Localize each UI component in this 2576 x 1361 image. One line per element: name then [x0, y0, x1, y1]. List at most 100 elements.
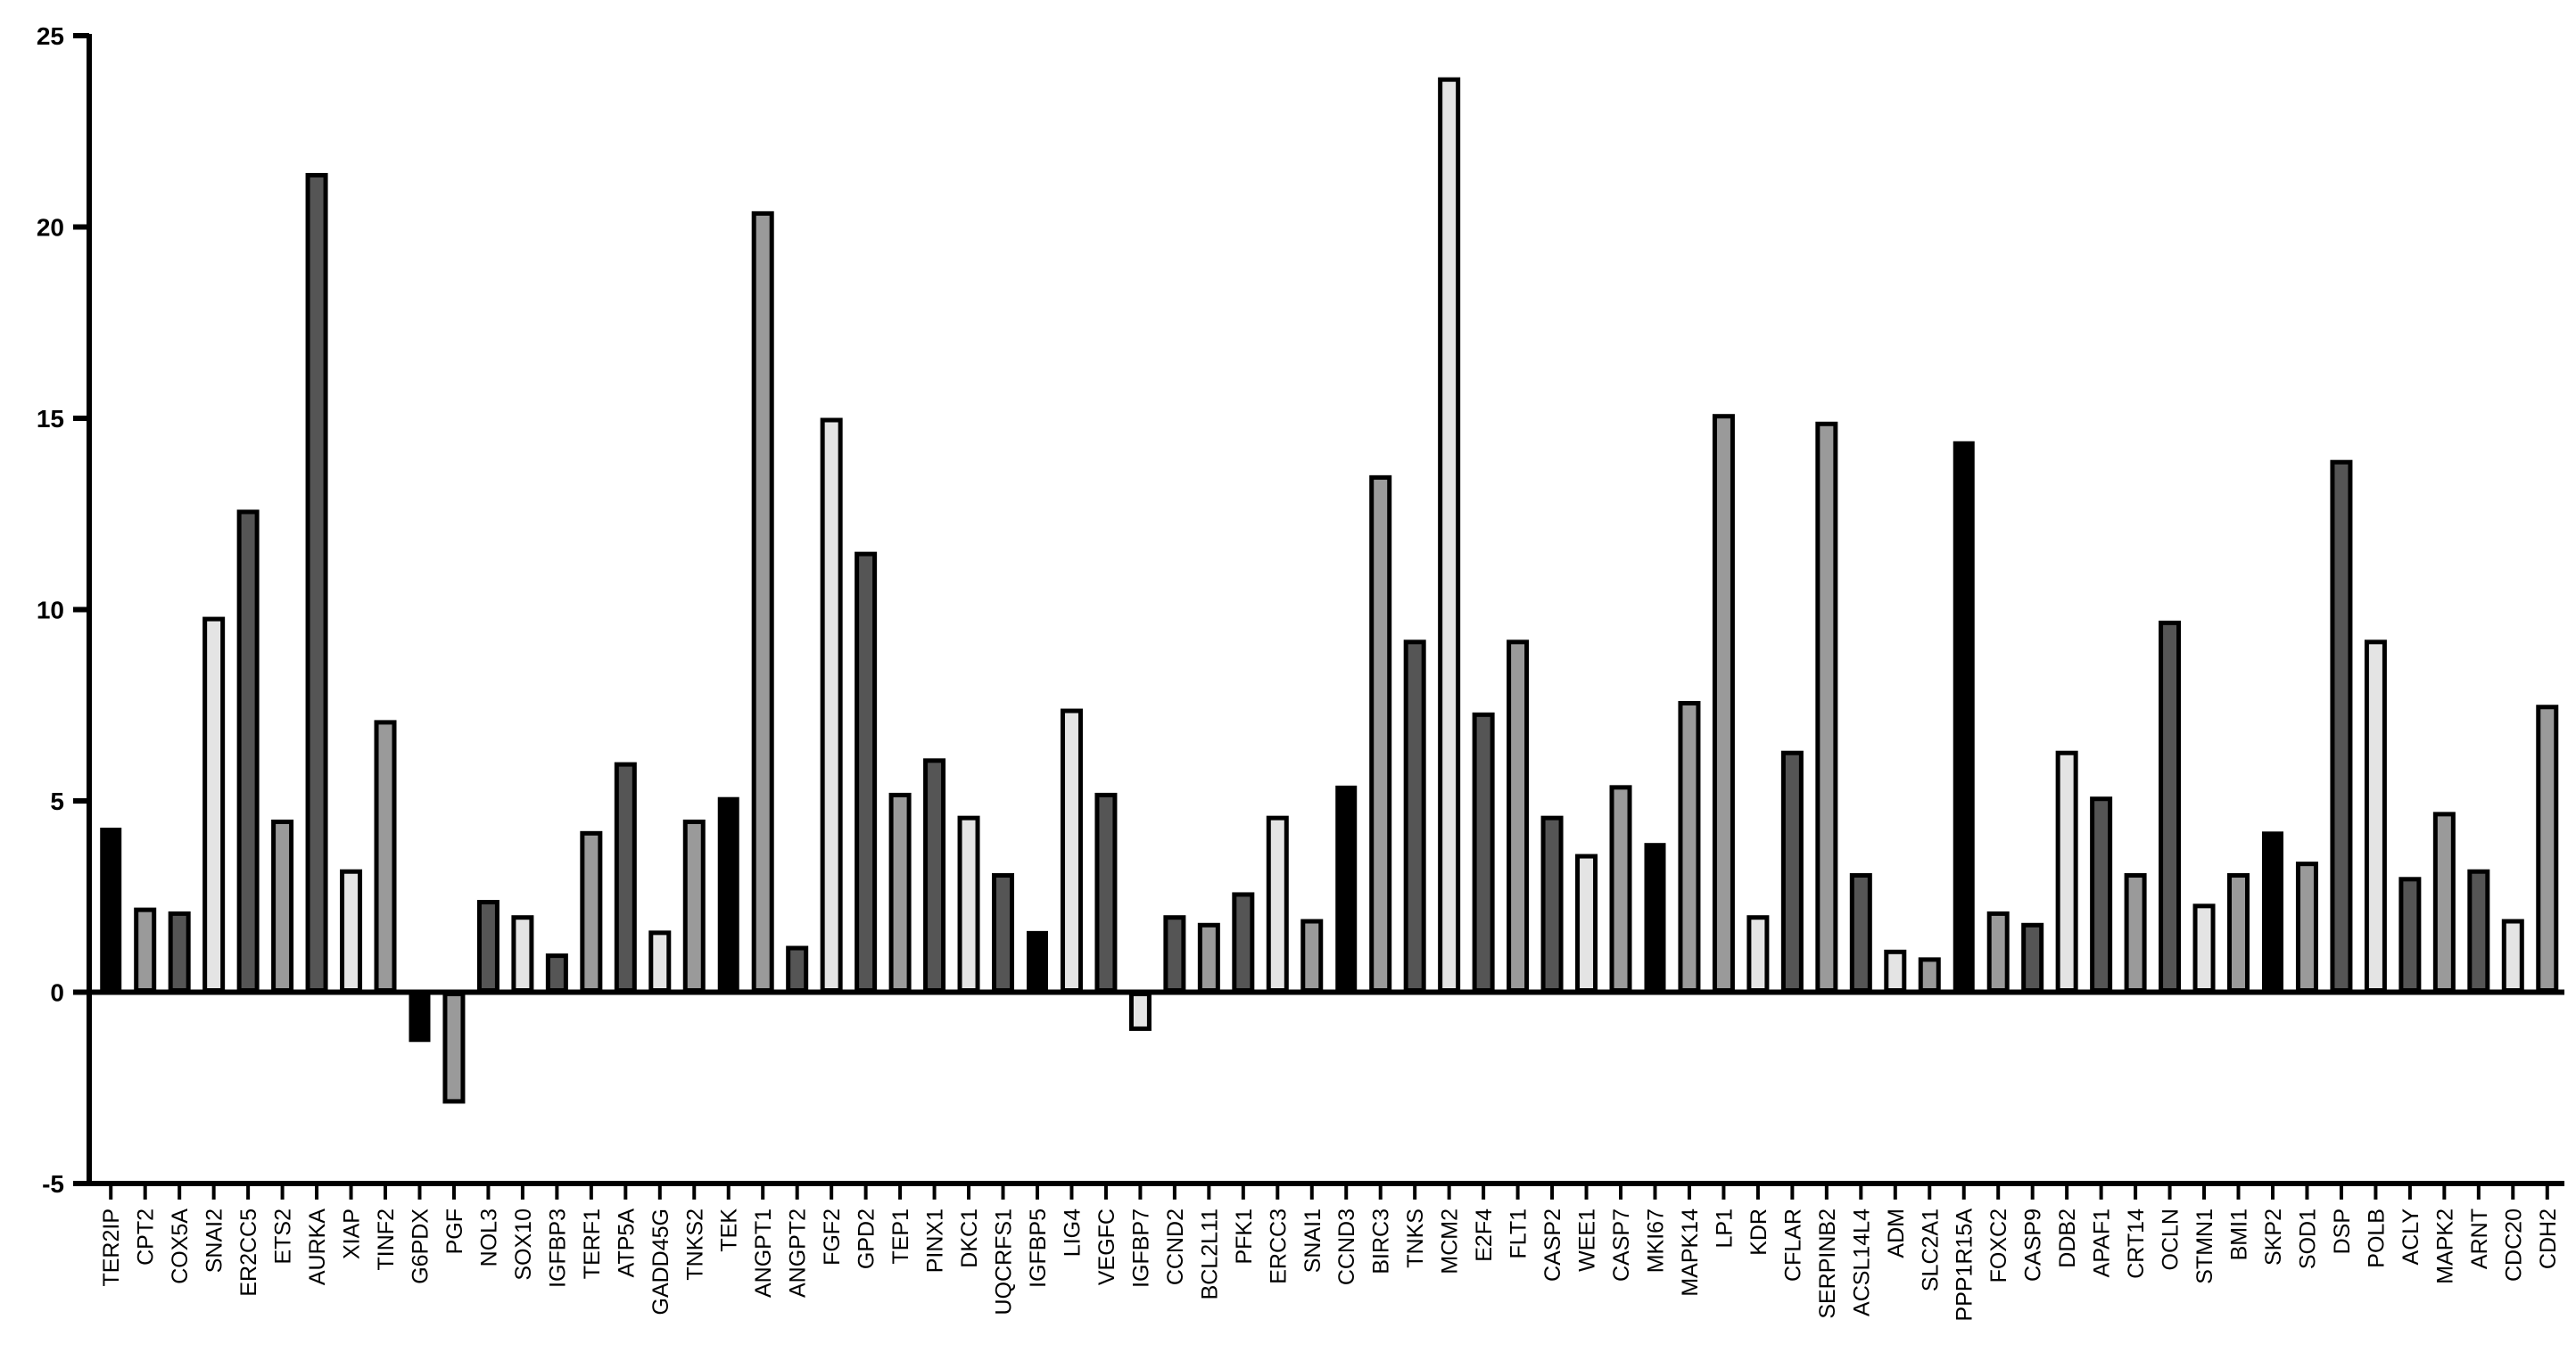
bar	[1026, 930, 1048, 993]
bar	[236, 509, 260, 993]
x-category-label: TNKS	[1403, 1208, 1428, 1268]
bar	[1780, 750, 1804, 993]
x-category-label: SOD1	[2295, 1208, 2320, 1269]
x-category-label: IGFBP7	[1128, 1208, 1153, 1288]
x-category-label: MAPK14	[1678, 1208, 1703, 1297]
x-category-label: APAF1	[2090, 1208, 2115, 1277]
y-tick-label: 15	[37, 405, 64, 433]
x-category-label: ERCC3	[1266, 1208, 1291, 1284]
x-category-label: CPT2	[134, 1208, 159, 1266]
x-category-label: TINF2	[374, 1208, 399, 1270]
x-category-label: SNAI1	[1300, 1208, 1325, 1273]
bar	[2330, 459, 2353, 993]
bar	[2364, 639, 2387, 993]
bar	[442, 992, 466, 1104]
x-category-label: FGF2	[820, 1208, 845, 1266]
x-category-label: TERF1	[580, 1208, 605, 1279]
bar	[992, 873, 1015, 994]
y-axis: -5 0 5 10 15 20 25	[37, 22, 92, 1198]
x-category-label: WEE1	[1575, 1208, 1600, 1272]
bar	[751, 210, 774, 993]
bar	[1746, 915, 1770, 993]
bar	[134, 907, 157, 993]
x-category-label: CRT14	[2124, 1208, 2149, 1279]
x-category-label: CFLAR	[1780, 1208, 1805, 1282]
y-tick-label: -5	[42, 1170, 64, 1198]
x-category-label: SLC2A1	[1918, 1208, 1943, 1291]
bar	[1815, 421, 1838, 994]
bar	[820, 417, 843, 993]
x-category-label: E2F4	[1472, 1208, 1497, 1262]
bar	[1300, 919, 1324, 993]
y-tick-label: 20	[37, 214, 64, 242]
bar	[1918, 957, 1941, 994]
bar	[1678, 700, 1701, 994]
x-category-label: GADD45G	[648, 1208, 673, 1315]
x-category-label: CASP2	[1540, 1208, 1565, 1282]
x-category-label: TEK	[717, 1208, 742, 1252]
x-category-label: GPD2	[855, 1208, 879, 1269]
bar	[2090, 796, 2113, 994]
bar	[2398, 877, 2422, 993]
x-category-label: PINX1	[923, 1208, 948, 1273]
y-tick-label: 10	[37, 597, 64, 624]
bar	[1849, 873, 1872, 994]
bar	[476, 900, 500, 993]
bar	[1986, 911, 2010, 994]
bar	[2501, 919, 2524, 993]
x-category-label: FOXC2	[1986, 1208, 2011, 1283]
x-category-label: G6PDX	[408, 1208, 433, 1284]
x-category-label: ANGPT2	[786, 1208, 811, 1298]
bar	[717, 796, 739, 993]
bar	[202, 616, 226, 994]
x-category-label: PPP1R15A	[1953, 1208, 1977, 1322]
x-category-label: MKI67	[1643, 1208, 1668, 1273]
x-category-label: POLB	[2364, 1208, 2389, 1268]
bar	[340, 869, 363, 993]
bar	[1472, 712, 1495, 994]
x-category-label: SOX10	[511, 1208, 536, 1281]
bar	[1575, 854, 1598, 993]
x-category-label: ACLY	[2398, 1208, 2423, 1266]
bar	[1094, 792, 1118, 993]
x-category-label: FLT1	[1507, 1208, 1532, 1259]
bar	[1197, 922, 1220, 994]
bars	[100, 77, 2559, 1104]
bar	[374, 720, 397, 993]
x-category-label: ACSL14L4	[1849, 1208, 1874, 1316]
x-category-label: ATP5A	[614, 1208, 639, 1278]
bar	[1128, 992, 1152, 1031]
bar	[1507, 639, 1530, 993]
bar	[580, 830, 603, 993]
bar	[786, 945, 809, 994]
x-category-label: XIAP	[340, 1208, 365, 1259]
bar	[2124, 873, 2147, 994]
bar	[1953, 441, 1975, 993]
bar	[271, 819, 294, 994]
x-category-label: ER2CC5	[236, 1208, 261, 1297]
x-category-label: COX5A	[168, 1208, 193, 1284]
x-category-label: KDR	[1746, 1208, 1771, 1256]
bar	[1232, 892, 1255, 994]
bar	[957, 815, 980, 993]
x-category-label: CDC20	[2501, 1208, 2526, 1282]
bar	[168, 911, 191, 994]
bar	[1609, 785, 1632, 994]
bar	[409, 992, 431, 1043]
x-category-label: STMN1	[2192, 1208, 2217, 1284]
bar	[888, 792, 912, 993]
x-category-label: IGFBP5	[1026, 1208, 1051, 1288]
x-category-label: SERPINB2	[1815, 1208, 1840, 1319]
bar	[2055, 750, 2078, 993]
bar	[855, 551, 878, 994]
bar	[2159, 620, 2182, 993]
bar	[2295, 862, 2318, 994]
x-category-label: CDH2	[2536, 1208, 2561, 1269]
bar	[1540, 815, 1564, 993]
bar	[305, 172, 328, 993]
bar	[1712, 414, 1735, 993]
bar	[511, 915, 534, 993]
bar	[2432, 812, 2456, 993]
x-axis: TER2IP CPT2 COX5A SNAI2 ER2CC5 ETS2 AURKA XIAP T…	[89, 989, 2564, 1322]
